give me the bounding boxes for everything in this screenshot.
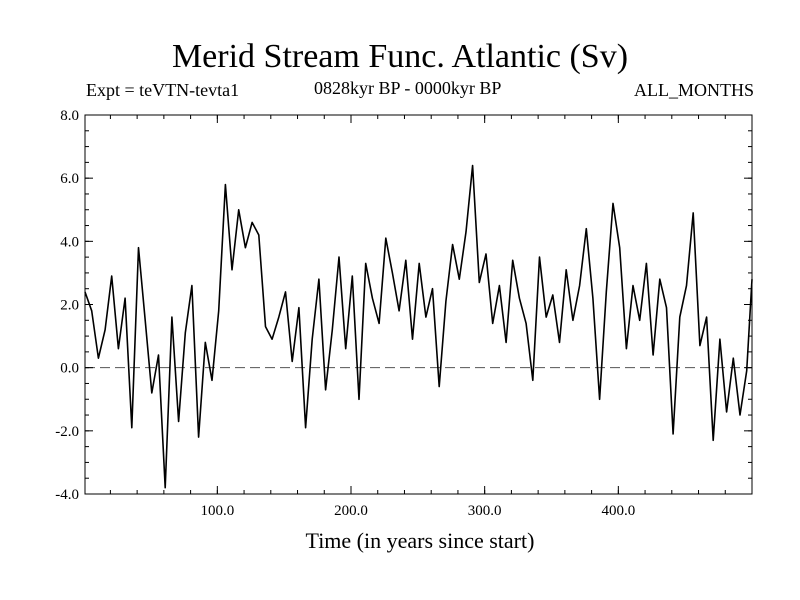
- y-tick-label: -4.0: [55, 487, 79, 503]
- chart-title: Merid Stream Func. Atlantic (Sv): [171, 38, 629, 75]
- series-line: [84, 164, 753, 489]
- x-axis-label: Time (in years since start): [305, 528, 535, 553]
- y-tick-label: -2.0: [55, 424, 79, 440]
- y-tick-label: 2.0: [60, 298, 79, 314]
- y-tick-label: 8.0: [60, 108, 79, 124]
- plot-frame: [84, 114, 753, 495]
- x-tick-label: 100.0: [200, 503, 234, 519]
- months-label: ALL_MONTHS: [634, 80, 754, 100]
- period-label: 0828kyr BP - 0000kyr BP: [314, 78, 502, 98]
- tick-layer: -4.0 -2.0 0.0 2.0 4.0 6.0 8.0 100.0 200.0 300.0 40…: [55, 108, 752, 519]
- y-tick-label: 6.0: [60, 171, 79, 187]
- x-tick-label: 300.0: [468, 503, 502, 519]
- y-tick-label: 4.0: [60, 234, 79, 250]
- y-tick-label: 0.0: [60, 361, 79, 377]
- x-tick-label: 400.0: [601, 503, 635, 519]
- experiment-label: Expt = teVTN-tevta1: [86, 80, 240, 100]
- x-tick-label: 200.0: [334, 503, 368, 519]
- series-layer: [84, 164, 753, 489]
